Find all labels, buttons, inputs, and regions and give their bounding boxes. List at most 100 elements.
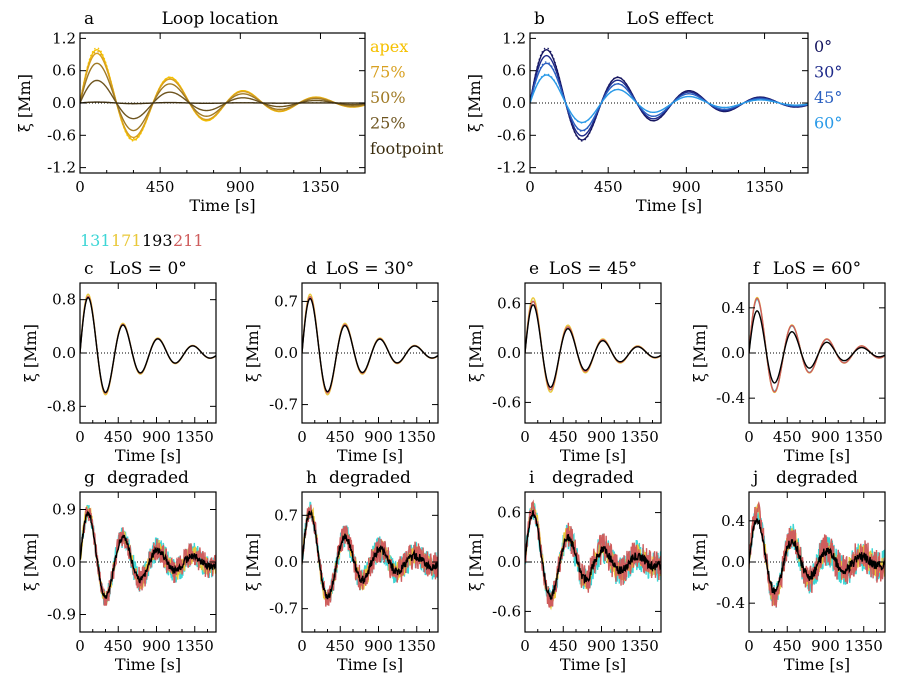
series-line-171 xyxy=(525,297,661,393)
x-tick-label: 1350 xyxy=(621,428,659,446)
y-tick-label: 0.0 xyxy=(497,344,521,362)
panel-title: LoS effect xyxy=(626,9,713,29)
y-axis-label: ξ [Mm] xyxy=(21,533,40,591)
panel-h: 0 450 900 1350 -0.7 0.0 0.7 Time [s] ξ [Mm] h degr… xyxy=(243,468,439,674)
y-axis-label: ξ [Mm] xyxy=(15,74,34,132)
series-line-193 xyxy=(80,510,216,599)
panel-title: LoS = 60° xyxy=(773,259,861,279)
series-line-211 xyxy=(302,504,438,607)
series-line-50 xyxy=(80,62,365,132)
x-axis-label: Time [s] xyxy=(115,655,181,674)
x-tick-label: 450 xyxy=(549,637,578,655)
x-tick-label: 900 xyxy=(587,428,616,446)
x-axis-label: Time [s] xyxy=(784,446,850,465)
y-tick-label: -0.6 xyxy=(47,126,76,144)
x-tick-label: 0 xyxy=(75,178,85,196)
panel-letter: e xyxy=(529,259,539,279)
x-tick-label: 0 xyxy=(520,637,530,655)
x-tick-label: 1350 xyxy=(398,428,436,446)
plot-frame xyxy=(748,282,886,424)
x-tick-label: 450 xyxy=(594,178,623,196)
legend-entry: 0° xyxy=(814,37,832,56)
wavelength-legend-entry: 211 xyxy=(173,231,204,250)
y-axis-label: ξ [Mm] xyxy=(690,533,709,591)
panel-title: degraded xyxy=(329,468,411,488)
x-tick-label: 450 xyxy=(104,637,133,655)
y-tick-label: 0.0 xyxy=(721,553,745,571)
series-line-193 xyxy=(302,297,438,393)
panel-letter: j xyxy=(751,468,758,488)
series-group xyxy=(749,501,885,608)
y-axis-label: ξ [Mm] xyxy=(243,324,262,382)
panel-letter: a xyxy=(84,9,94,29)
panel-g: 0 450 900 1350 -0.9 0.0 0.9 Time [s] ξ [Mm] g degr… xyxy=(21,468,217,674)
panel-title: LoS = 30° xyxy=(326,259,414,279)
panel-letter: g xyxy=(84,468,95,488)
legend-entry: 30° xyxy=(814,63,842,82)
series-group xyxy=(80,504,216,607)
panel-a: 0 450 900 1350 -1.2 -0.6 0.0 0.6 1.2 Time [s] ξ [M… xyxy=(15,9,444,215)
x-axis-label: Time [s] xyxy=(115,446,181,465)
y-tick-label: 0.4 xyxy=(721,299,745,317)
x-tick-label: 0 xyxy=(297,428,307,446)
series-group xyxy=(525,499,661,611)
series-line-193 xyxy=(302,509,438,600)
panel-e: 0 450 900 1350 -0.6 0.0 0.6 Time [s] ξ [Mm] e LoS … xyxy=(466,259,662,465)
y-tick-label: 0.4 xyxy=(721,512,745,530)
y-axis-label: ξ [Mm] xyxy=(466,533,485,591)
x-axis-label: Time [s] xyxy=(337,655,403,674)
y-tick-label: -0.6 xyxy=(492,602,521,620)
x-tick-label: 1350 xyxy=(621,637,659,655)
panels-layer: 0 450 900 1350 -1.2 -0.6 0.0 0.6 1.2 Time [s] ξ [M… xyxy=(15,9,886,674)
x-tick-label: 0 xyxy=(744,428,754,446)
series-dotted-45 xyxy=(530,61,808,132)
panel-letter: d xyxy=(306,259,317,279)
y-tick-label: 0.0 xyxy=(502,94,526,112)
x-tick-label: 1350 xyxy=(176,428,214,446)
plot-frame xyxy=(301,282,439,424)
y-axis-label: ξ [Mm] xyxy=(21,324,40,382)
x-axis-label: Time [s] xyxy=(189,196,255,215)
y-tick-label: -0.6 xyxy=(492,393,521,411)
y-tick-label: -0.6 xyxy=(497,126,526,144)
x-tick-label: 0 xyxy=(525,178,535,196)
series-line-193 xyxy=(80,296,216,394)
y-tick-label: 0.0 xyxy=(52,553,76,571)
panel-letter: h xyxy=(306,468,317,488)
x-tick-label: 0 xyxy=(744,637,754,655)
series-line-footpoint xyxy=(80,101,365,105)
series-group xyxy=(302,293,438,396)
x-tick-label: 450 xyxy=(773,637,802,655)
x-tick-label: 0 xyxy=(75,428,85,446)
plot-frame xyxy=(79,282,217,424)
y-tick-label: 0.8 xyxy=(52,291,76,309)
x-tick-label: 900 xyxy=(364,637,393,655)
y-tick-label: -0.7 xyxy=(269,600,298,618)
x-axis-label: Time [s] xyxy=(784,655,850,674)
series-line-0 xyxy=(530,49,808,141)
x-axis-label: Time [s] xyxy=(337,446,403,465)
y-tick-label: 0.6 xyxy=(52,62,76,80)
x-tick-label: 1350 xyxy=(176,637,214,655)
y-tick-label: -0.7 xyxy=(269,396,298,414)
panel-f: 0 450 900 1350 -0.4 0.0 0.4 Time [s] ξ [Mm] f LoS … xyxy=(690,259,886,465)
y-tick-label: -1.2 xyxy=(497,159,526,177)
x-tick-label: 450 xyxy=(773,428,802,446)
x-tick-label: 1350 xyxy=(845,428,883,446)
y-tick-label: 0.0 xyxy=(497,553,521,571)
legend-entry: 50% xyxy=(370,88,406,107)
series-line-193 xyxy=(525,509,661,601)
panel-title: degraded xyxy=(776,468,858,488)
panel-title: LoS = 0° xyxy=(109,259,187,279)
x-tick-label: 900 xyxy=(142,428,171,446)
series-group xyxy=(80,47,365,142)
wavelength-legend-entry: 193 xyxy=(142,231,173,250)
series-group xyxy=(525,297,661,393)
y-tick-label: 0.7 xyxy=(274,506,298,524)
x-tick-label: 450 xyxy=(549,428,578,446)
legend-entry: 25% xyxy=(370,114,406,133)
series-dotted-0 xyxy=(530,47,808,142)
series-dotted-apex xyxy=(80,47,365,142)
series-legend: 0° 30° 45° 60° xyxy=(814,37,842,133)
x-tick-label: 900 xyxy=(226,178,255,196)
